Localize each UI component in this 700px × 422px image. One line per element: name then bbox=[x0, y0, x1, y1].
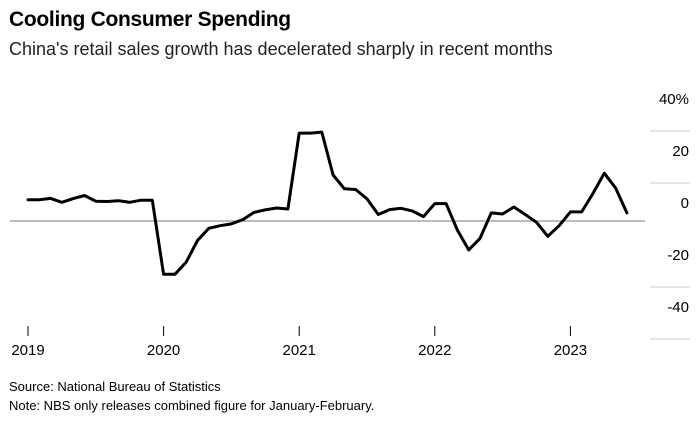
chart-title: Cooling Consumer Spending bbox=[9, 8, 291, 31]
chart-subtitle: China's retail sales growth has decelera… bbox=[9, 39, 553, 59]
x-tick-label: 2023 bbox=[554, 342, 587, 359]
y-tick-label: 0 bbox=[681, 195, 689, 212]
x-tick-label: 2019 bbox=[11, 342, 44, 359]
x-tick-label: 2021 bbox=[283, 342, 316, 359]
series-line bbox=[26, 130, 629, 276]
y-tick-label: -20 bbox=[667, 247, 689, 264]
source-note: Source: National Bureau of Statistics bbox=[9, 379, 221, 394]
y-tick-label: -40 bbox=[667, 299, 689, 316]
x-tick-label: 2020 bbox=[147, 342, 180, 359]
footnote: Note: NBS only releases combined figure … bbox=[9, 398, 375, 413]
y-tick-label: 40% bbox=[659, 91, 689, 108]
x-tick-label: 2022 bbox=[418, 342, 451, 359]
y-tick-label: 20 bbox=[672, 143, 689, 160]
